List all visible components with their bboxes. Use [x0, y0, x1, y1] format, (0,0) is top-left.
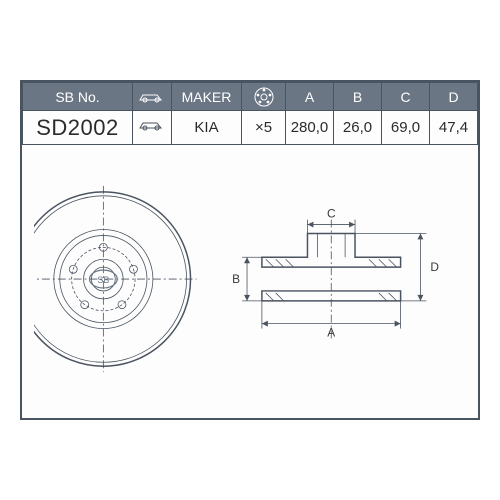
- engineering-drawing: SB: [34, 160, 466, 408]
- svg-text:A: A: [327, 326, 335, 340]
- svg-text:C: C: [327, 207, 336, 221]
- hdr-car-icon: [133, 83, 172, 111]
- dim-b: B: [232, 257, 262, 301]
- hdr-sb-no: SB No.: [23, 83, 133, 111]
- section-view: A C B: [232, 207, 439, 340]
- hdr-d: D: [430, 83, 478, 111]
- cell-b: 26,0: [334, 111, 382, 145]
- cell-car-icon: [133, 111, 172, 145]
- dim-c: C: [307, 207, 355, 234]
- cell-c: 69,0: [382, 111, 430, 145]
- hdr-b: B: [334, 83, 382, 111]
- cell-maker: KIA: [172, 111, 242, 145]
- header-row: SB No. MAKER: [23, 83, 478, 111]
- spec-table: SB No. MAKER: [22, 82, 478, 145]
- svg-text:B: B: [232, 272, 240, 286]
- data-row: SD2002 KIA ×5 280,0 26,0 69,0 47,4: [23, 111, 478, 145]
- cell-a: 280,0: [286, 111, 334, 145]
- hdr-pattern-icon: [242, 83, 286, 111]
- svg-text:D: D: [430, 260, 439, 274]
- svg-text:SB: SB: [97, 275, 109, 285]
- spec-sheet: SB No. MAKER: [20, 80, 480, 420]
- hdr-c: C: [382, 83, 430, 111]
- cell-sb-no: SD2002: [23, 111, 133, 145]
- cell-d: 47,4: [430, 111, 478, 145]
- cell-holes: ×5: [242, 111, 286, 145]
- hdr-maker: MAKER: [172, 83, 242, 111]
- front-view: SB: [34, 186, 196, 372]
- hdr-a: A: [286, 83, 334, 111]
